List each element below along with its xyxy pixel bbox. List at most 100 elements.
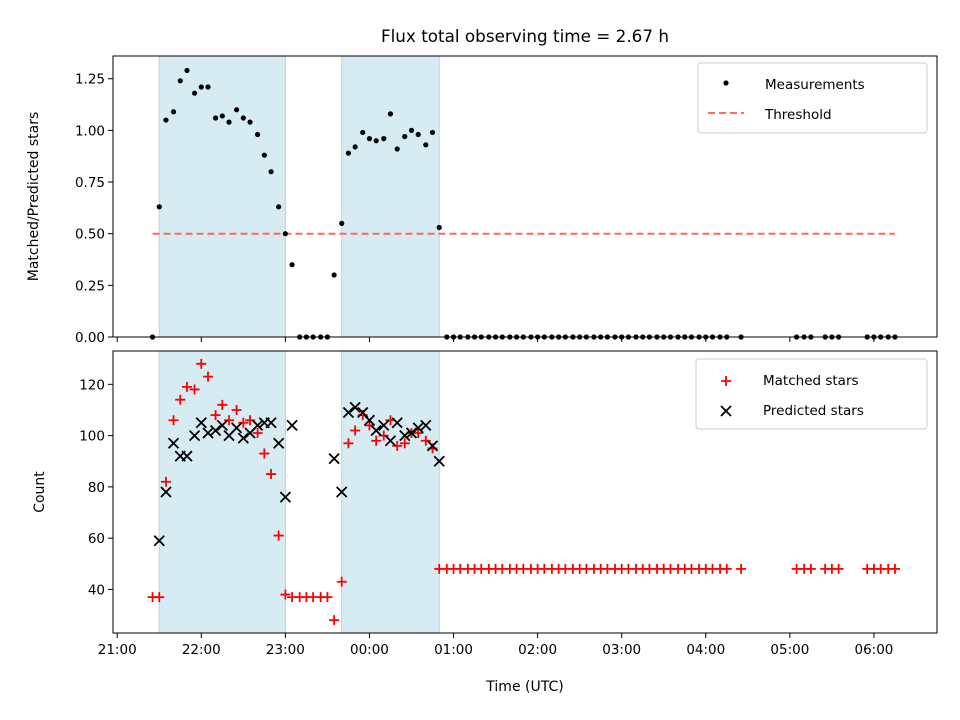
x-tick-label: 01:00	[434, 642, 473, 658]
measurement-point	[240, 115, 246, 121]
matched-star-point	[343, 438, 354, 449]
x-tick-label: 03:00	[602, 642, 641, 658]
measurement-point	[429, 129, 436, 136]
measurement-point	[205, 84, 211, 90]
predicted-star-point	[160, 486, 172, 498]
legend-label: Threshold	[764, 107, 832, 123]
measurement-point	[373, 138, 379, 144]
measurement-point	[360, 129, 366, 136]
matched-star-point	[273, 530, 284, 541]
predicted-star-point	[433, 455, 445, 467]
measurement-point	[247, 119, 253, 125]
observing-window	[341, 350, 440, 634]
legend-box	[695, 358, 928, 430]
y-tick-label: 0.00	[75, 330, 105, 346]
observing-window	[158, 55, 286, 338]
y-tick-label: 0.75	[75, 175, 105, 191]
matched-star-point	[420, 435, 431, 446]
observing-window	[341, 55, 440, 338]
matched-star-point	[224, 415, 235, 426]
measurement-point	[226, 119, 232, 125]
measurement-point	[268, 169, 274, 175]
x-axis-label: Time (UTC)	[485, 679, 563, 695]
predicted-star-point	[370, 424, 382, 437]
matched-star-point	[210, 410, 221, 421]
x-tick-label: 04:00	[686, 642, 725, 658]
y-tick-label: 100	[79, 429, 105, 445]
predicted-star-point	[336, 486, 348, 498]
measurement-point	[276, 204, 282, 210]
x-tick-label: 05:00	[770, 642, 809, 658]
matched-star-point	[889, 563, 900, 574]
matched-star-point	[336, 576, 347, 587]
matched-star-point	[231, 404, 242, 415]
measurement-point	[366, 136, 373, 142]
legend-label: Measurements	[765, 77, 865, 93]
predicted-star-point	[202, 427, 214, 439]
measurement-point	[191, 90, 198, 96]
matched-star-point	[168, 415, 179, 426]
measurement-point	[255, 131, 261, 138]
predicted-star-point	[342, 406, 355, 419]
predicted-star-point	[167, 437, 180, 449]
legend-label: Predicted stars	[763, 403, 864, 419]
matched-star-point	[238, 417, 249, 428]
measurement-point	[234, 107, 240, 113]
measurement-point	[331, 272, 337, 278]
matched-star-point	[189, 384, 200, 395]
measurement-point	[177, 78, 183, 84]
predicted-star-point	[195, 417, 207, 429]
measurement-point	[219, 113, 225, 119]
measurement-point	[198, 84, 204, 90]
matched-star-point	[175, 394, 186, 405]
y-tick-label: 80	[88, 480, 105, 496]
legend-box	[697, 62, 928, 134]
legend-label: Matched stars	[763, 373, 859, 389]
y-tick-label: 1.25	[75, 72, 105, 88]
y-tick-label: 1.00	[75, 123, 105, 139]
predicted-star-point	[279, 491, 292, 503]
matched-star-point	[252, 428, 263, 439]
measurement-point	[402, 133, 408, 140]
predicted-star-point	[349, 401, 361, 414]
measurement-point	[387, 111, 394, 117]
measurement-point	[436, 224, 442, 231]
measurement-point	[339, 220, 345, 226]
matched-star-point	[266, 469, 277, 480]
y-tick-label: 0.25	[75, 278, 105, 294]
matched-star-point	[392, 440, 403, 451]
predicted-star-point	[237, 432, 249, 444]
measurement-point	[394, 146, 400, 152]
matched-star-point	[413, 428, 424, 439]
predicted-star-point	[181, 450, 193, 462]
predicted-star-point	[328, 453, 340, 465]
top-panel: 0.00 0.25 0.50 0.75 1.00 1.25 Matched/Predicte…	[26, 55, 938, 346]
predicted-star-point	[216, 419, 228, 431]
matched-star-point	[721, 563, 732, 574]
y-tick-label: 120	[79, 377, 105, 393]
legend-marker-measurements	[723, 80, 729, 86]
predicted-star-point	[273, 437, 285, 449]
predicted-star-point	[420, 419, 432, 431]
x-tick-label: 02:00	[518, 642, 557, 658]
matched-star-point	[371, 435, 382, 446]
predicted-star-point	[188, 429, 201, 442]
y-tick-label: 0.50	[75, 227, 105, 243]
matched-star-point	[833, 563, 844, 574]
matched-star-point	[259, 448, 270, 459]
measurement-point	[163, 117, 169, 123]
y-axis-label: Count	[32, 471, 48, 513]
matched-star-point	[217, 399, 228, 410]
predicted-star-point	[286, 419, 298, 431]
x-tick-label: 22:00	[182, 642, 221, 658]
legend-marker-predicted	[720, 405, 732, 417]
matched-star-point	[399, 438, 410, 449]
x-tick-label: 21:00	[98, 642, 137, 658]
matched-star-point	[203, 371, 214, 382]
matched-star-point	[154, 592, 165, 603]
predicted-star-point	[265, 417, 277, 429]
measurement-point	[184, 67, 190, 74]
predicted-star-point	[230, 422, 243, 434]
chart-title: Flux total observing time = 2.67 h	[381, 26, 669, 46]
measurement-point	[170, 109, 177, 115]
